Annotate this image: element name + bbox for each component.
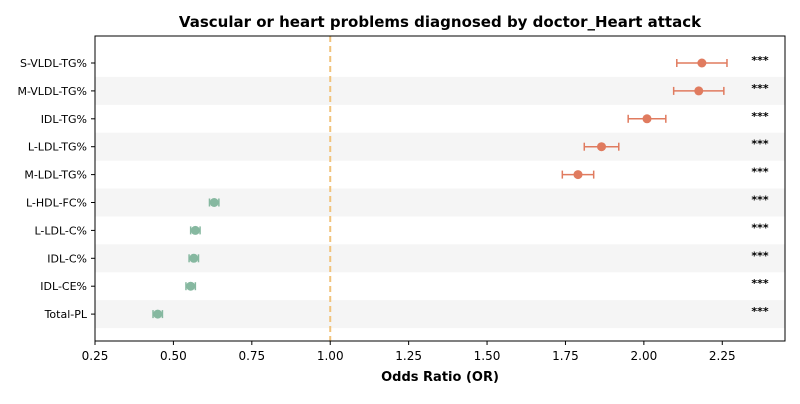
y-axis: S-VLDL-TG% M-VLDL-TG% IDL-TG% L-LDL-TG% M-LD… bbox=[17, 57, 95, 321]
significance-label: *** bbox=[751, 221, 769, 234]
significance-label: *** bbox=[751, 305, 769, 318]
significance-label: *** bbox=[751, 194, 769, 207]
or-point bbox=[190, 225, 200, 235]
x-tick-label: 0.50 bbox=[160, 349, 187, 363]
y-tick-label: L-HDL-FC% bbox=[26, 197, 87, 210]
row-band bbox=[95, 132, 785, 161]
or-point bbox=[597, 142, 607, 152]
y-tick-label: L-LDL-C% bbox=[34, 224, 87, 237]
y-tick-label: M-VLDL-TG% bbox=[17, 85, 87, 98]
x-tick-label: 1.25 bbox=[395, 349, 422, 363]
or-point bbox=[642, 114, 652, 124]
or-point bbox=[186, 281, 196, 291]
x-tick-label: 2.00 bbox=[631, 349, 658, 363]
x-tick-label: 1.50 bbox=[474, 349, 501, 363]
or-point bbox=[573, 170, 583, 180]
significance-label: *** bbox=[751, 138, 769, 151]
row-band bbox=[95, 188, 785, 217]
y-tick-label: L-LDL-TG% bbox=[28, 141, 87, 154]
row-band bbox=[95, 300, 785, 329]
x-tick-label: 1.00 bbox=[317, 349, 344, 363]
row-bands bbox=[95, 76, 785, 329]
x-tick-label: 1.75 bbox=[552, 349, 579, 363]
significance-label: *** bbox=[751, 249, 769, 262]
y-tick-label: M-LDL-TG% bbox=[24, 169, 87, 182]
significance-label: *** bbox=[751, 82, 769, 95]
marks-layer: *** *** *** *** *** *** *** *** *** *** bbox=[152, 54, 769, 319]
x-axis: 0.25 0.50 0.75 1.00 1.25 1.50 1.75 2.00 2.25 bbox=[82, 341, 736, 363]
or-point bbox=[697, 58, 707, 68]
plot-frame bbox=[94, 35, 786, 342]
significance-label: *** bbox=[751, 110, 769, 123]
significance-label: *** bbox=[751, 54, 769, 67]
row-band bbox=[95, 76, 785, 105]
y-tick-label: IDL-CE% bbox=[40, 280, 87, 293]
y-tick-label: S-VLDL-TG% bbox=[20, 57, 87, 70]
chart-title: Vascular or heart problems diagnosed by … bbox=[179, 13, 702, 31]
or-point bbox=[153, 309, 163, 319]
or-point bbox=[694, 86, 704, 96]
row-band bbox=[95, 244, 785, 273]
or-point bbox=[189, 253, 199, 263]
x-tick-label: 0.75 bbox=[238, 349, 265, 363]
y-tick-label: IDL-TG% bbox=[41, 113, 87, 126]
x-axis-label: Odds Ratio (OR) bbox=[381, 370, 499, 385]
x-tick-label: 0.25 bbox=[82, 349, 109, 363]
significance-label: *** bbox=[751, 277, 769, 290]
or-point bbox=[209, 198, 219, 207]
y-tick-label: IDL-C% bbox=[47, 252, 87, 265]
significance-label: *** bbox=[751, 166, 769, 179]
x-tick-label: 2.25 bbox=[709, 349, 736, 363]
y-tick-label: Total-PL bbox=[44, 308, 88, 321]
